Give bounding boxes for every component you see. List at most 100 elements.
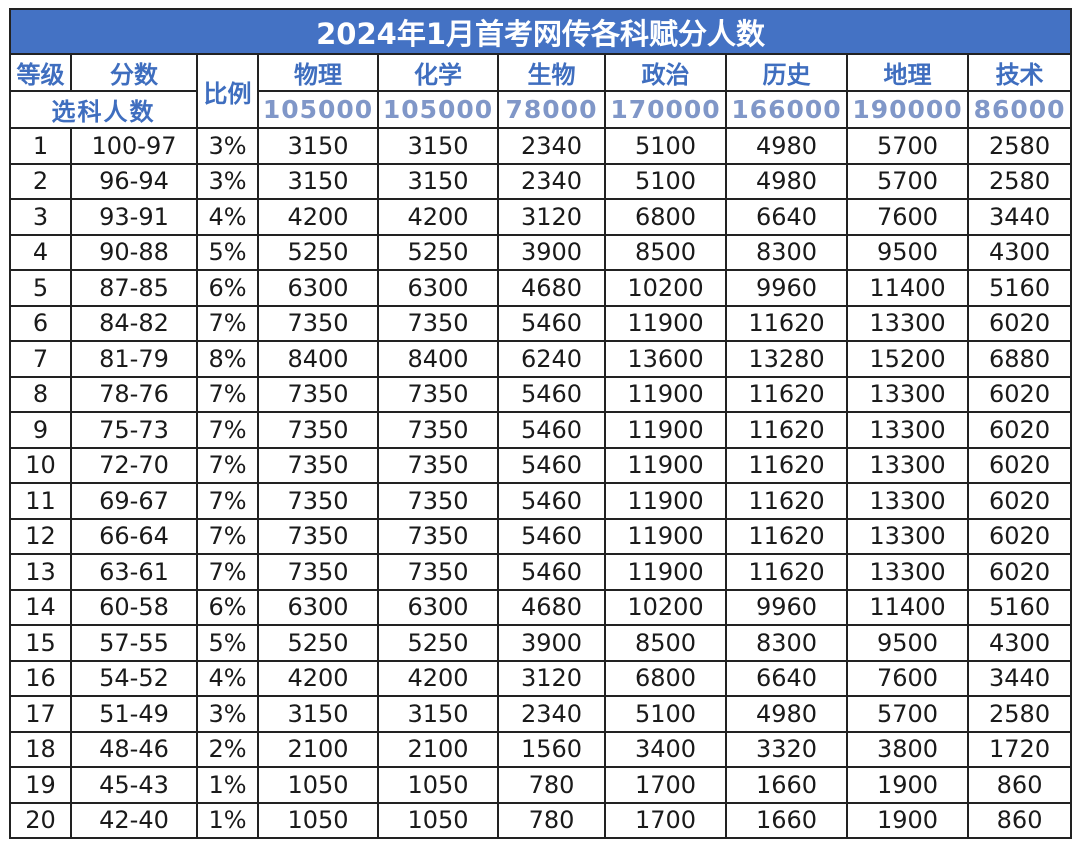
score-range-cell: 72-70 [70, 446, 198, 484]
politics-cell: 6800 [604, 198, 727, 236]
table-row: 4 90-88 5% 5250 5250 3900 8500 8300 9500 4300 [9, 233, 1073, 271]
physics-cell: 3150 [257, 127, 379, 165]
history-cell: 11620 [725, 517, 848, 555]
ratio-cell: 7% [196, 304, 259, 342]
grade-cell: 10 [9, 446, 72, 484]
geography-cell: 7600 [846, 659, 969, 697]
grade-cell: 14 [9, 588, 72, 626]
ratio-cell: 5% [196, 233, 259, 271]
technology-cell: 2580 [966, 162, 1073, 200]
biology-cell: 5460 [497, 482, 606, 520]
grade-cell: 13 [9, 553, 72, 591]
technology-cell: 5160 [966, 588, 1073, 626]
geography-cell: 9500 [846, 233, 969, 271]
table-row: 12 66-64 7% 7350 7350 5460 11900 11620 13300 6020 [9, 517, 1073, 555]
history-cell: 6640 [725, 198, 848, 236]
biology-cell: 3900 [497, 624, 606, 662]
subject-count: 166000 [725, 90, 848, 129]
geography-cell: 13300 [846, 517, 969, 555]
grade-cell: 1 [9, 127, 72, 165]
grade-cell: 17 [9, 695, 72, 733]
grade-cell: 12 [9, 517, 72, 555]
ratio-cell: 6% [196, 588, 259, 626]
score-range-cell: 54-52 [70, 659, 198, 697]
politics-cell: 11900 [604, 304, 727, 342]
score-range-cell: 42-40 [70, 801, 198, 839]
score-range-cell: 78-76 [70, 375, 198, 413]
history-cell: 9960 [725, 269, 848, 307]
physics-cell: 1050 [257, 801, 379, 839]
biology-cell: 4680 [497, 588, 606, 626]
table-row: 11 69-67 7% 7350 7350 5460 11900 11620 13300 6020 [9, 482, 1073, 520]
biology-cell: 1560 [497, 730, 606, 768]
technology-cell: 6020 [966, 553, 1073, 591]
history-cell: 11620 [725, 411, 848, 449]
score-table-container: 2024年1月首考网传各科赋分人数 等级 分数 比例 物理 化学 生物 政治 历史 地理技… [8, 8, 1073, 839]
politics-cell: 1700 [604, 766, 727, 804]
chemistry-cell: 5250 [377, 624, 499, 662]
physics-cell: 7350 [257, 411, 379, 449]
ratio-cell: 7% [196, 517, 259, 555]
header-subject: 历史 [725, 53, 848, 92]
header-subject: 技术 [966, 53, 1073, 92]
geography-cell: 5700 [846, 162, 969, 200]
geography-cell: 13300 [846, 482, 969, 520]
technology-cell: 2580 [966, 695, 1073, 733]
politics-cell: 11900 [604, 517, 727, 555]
history-cell: 11620 [725, 375, 848, 413]
biology-cell: 4680 [497, 269, 606, 307]
score-range-cell: 60-58 [70, 588, 198, 626]
subject-count: 105000 [377, 90, 499, 129]
chemistry-cell: 8400 [377, 340, 499, 378]
physics-cell: 7350 [257, 375, 379, 413]
history-cell: 4980 [725, 127, 848, 165]
ratio-cell: 3% [196, 162, 259, 200]
grade-cell: 6 [9, 304, 72, 342]
geography-cell: 9500 [846, 624, 969, 662]
chemistry-cell: 3150 [377, 695, 499, 733]
chemistry-cell: 7350 [377, 411, 499, 449]
chemistry-cell: 1050 [377, 801, 499, 839]
technology-cell: 860 [966, 766, 1073, 804]
biology-cell: 780 [497, 766, 606, 804]
technology-cell: 6020 [966, 517, 1073, 555]
table-row: 13 63-61 7% 7350 7350 5460 11900 11620 13300 6020 [9, 553, 1073, 591]
geography-cell: 13300 [846, 446, 969, 484]
table-row: 17 51-49 3% 3150 3150 2340 5100 4980 5700 2580 [9, 695, 1073, 733]
geography-cell: 11400 [846, 269, 969, 307]
grade-cell: 2 [9, 162, 72, 200]
header-subject: 政治 [604, 53, 727, 92]
history-cell: 13280 [725, 340, 848, 378]
physics-cell: 4200 [257, 198, 379, 236]
history-cell: 11620 [725, 482, 848, 520]
technology-cell: 4300 [966, 624, 1073, 662]
geography-cell: 13300 [846, 304, 969, 342]
table-row: 19 45-43 1% 1050 1050 780 1700 1660 1900 860 [9, 766, 1073, 804]
biology-cell: 3900 [497, 233, 606, 271]
biology-cell: 6240 [497, 340, 606, 378]
subject-count: 78000 [497, 90, 606, 129]
grade-cell: 4 [9, 233, 72, 271]
ratio-cell: 4% [196, 198, 259, 236]
history-cell: 9960 [725, 588, 848, 626]
table-row: 8 78-76 7% 7350 7350 5460 11900 11620 13300 6020 [9, 375, 1073, 413]
header-subject: 生物 [497, 53, 606, 92]
physics-cell: 8400 [257, 340, 379, 378]
chemistry-cell: 7350 [377, 553, 499, 591]
geography-cell: 1900 [846, 766, 969, 804]
score-table: 2024年1月首考网传各科赋分人数 等级 分数 比例 物理 化学 生物 政治 历史 地理技… [8, 8, 1073, 839]
physics-cell: 7350 [257, 553, 379, 591]
technology-cell: 6020 [966, 304, 1073, 342]
chemistry-cell: 4200 [377, 198, 499, 236]
score-range-cell: 45-43 [70, 766, 198, 804]
chemistry-cell: 7350 [377, 375, 499, 413]
subject-count: 190000 [846, 90, 969, 129]
geography-cell: 13300 [846, 553, 969, 591]
header-grade: 等级 [9, 53, 72, 92]
physics-cell: 7350 [257, 446, 379, 484]
physics-cell: 1050 [257, 766, 379, 804]
physics-cell: 7350 [257, 482, 379, 520]
grade-cell: 7 [9, 340, 72, 378]
table-row: 14 60-58 6% 6300 6300 4680 10200 9960 11400 5160 [9, 588, 1073, 626]
grade-cell: 9 [9, 411, 72, 449]
